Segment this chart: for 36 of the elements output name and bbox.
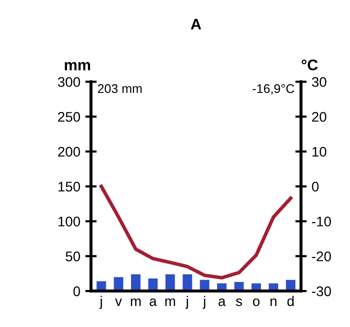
x-tick-label: a <box>218 298 226 306</box>
y2-axis-title: °C <box>302 60 318 70</box>
x-tick-label: d <box>287 296 294 306</box>
x-tick-label: n <box>270 298 276 306</box>
bar <box>182 274 192 292</box>
y2-tick-label: 10 <box>312 146 326 157</box>
y-tick-label: 50 <box>66 251 80 262</box>
x-tick-label: j <box>99 296 102 309</box>
y2-tick-label: -10 <box>312 216 331 226</box>
y2-tick-label: 30 <box>312 77 326 87</box>
x-tick-label: j <box>186 296 188 309</box>
y-tick-label: 0 <box>73 286 80 296</box>
x-tick-label: o <box>252 298 260 306</box>
x-tick-label: v <box>115 298 122 306</box>
x-tick-label: a <box>150 298 157 306</box>
y-tick-label: 250 <box>58 112 80 122</box>
y-tick-label: 100 <box>58 216 80 226</box>
chart-title: A <box>190 18 202 30</box>
bar <box>131 274 140 292</box>
annotation: -16,9°C <box>252 84 294 94</box>
line-series <box>100 184 292 280</box>
y-tick-label: 300 <box>58 77 80 87</box>
y2-tick-label: 20 <box>312 112 326 122</box>
x-tick-label: s <box>236 298 242 306</box>
bar <box>165 274 175 292</box>
x-tick-label: m <box>130 298 141 306</box>
y2-tick-label: -30 <box>312 286 331 296</box>
y-axis-title: mm <box>64 62 90 70</box>
x-tick-label: j <box>202 296 206 309</box>
y-tick-label: 150 <box>58 182 80 192</box>
y2-tick-label: -20 <box>312 251 331 262</box>
y2-tick-label: 0 <box>312 182 319 192</box>
y-tick-label: 200 <box>58 146 80 157</box>
x-tick-label: m <box>165 298 176 306</box>
annotation: 203 mm <box>98 84 142 94</box>
bar <box>114 277 124 292</box>
